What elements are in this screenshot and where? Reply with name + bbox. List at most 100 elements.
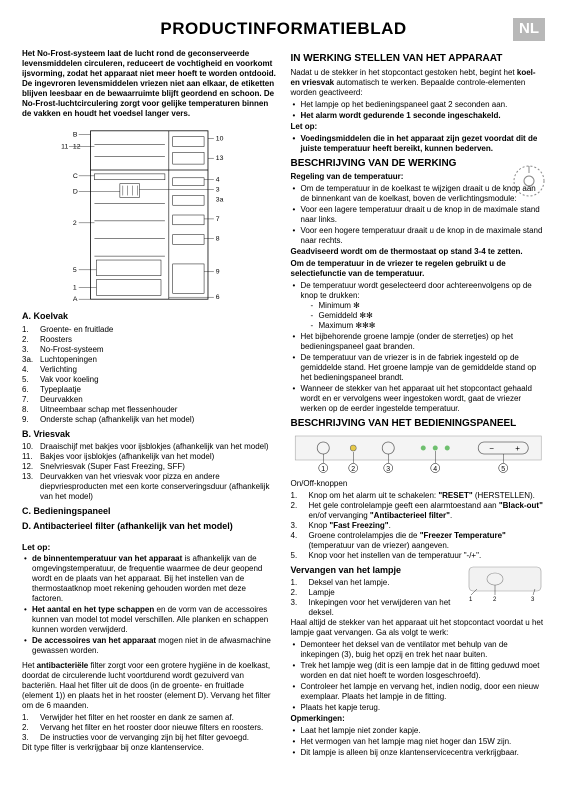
lamp-p1: Haal altijd de stekker van het apparaat …: [291, 618, 546, 638]
onoff-label: On/Off-knoppen: [291, 479, 546, 489]
list-item: 5.Vak voor koeling: [22, 375, 277, 385]
temp-levels: Minimum ✻Gemiddeld ✻✻Maximum ✻✻✻: [301, 301, 546, 331]
inwerking-bullets: Het lampje op het bedieningspaneel gaat …: [291, 100, 546, 121]
right-column: IN WERKING STELLEN VAN HET APPARAAT Nada…: [291, 49, 546, 759]
list-item: 11.Bakjes voor ijsblokjes (afhankelijk v…: [22, 452, 277, 462]
advice-line: Geadviseerd wordt om de thermostaat op s…: [291, 247, 546, 257]
svg-text:5: 5: [73, 267, 77, 274]
svg-text:3: 3: [216, 187, 220, 194]
list-item: 9.Onderste schap (afhankelijk van het mo…: [22, 415, 277, 425]
list-item: Dit lampje is alleen bij onze klantenser…: [291, 748, 546, 758]
regeling-bullets: Om de temperatuur in de koelkast te wijz…: [291, 184, 546, 246]
section-c-heading: C. Bedieningspaneel: [22, 506, 277, 517]
left-column: Het No-Frost-systeem laat de lucht rond …: [22, 49, 277, 759]
svg-text:3: 3: [531, 597, 535, 603]
svg-text:5: 5: [501, 466, 505, 473]
list-item: de binnentemperatuur van het apparaat is…: [22, 554, 277, 604]
list-item: Het lampje op het bedieningspaneel gaat …: [291, 100, 546, 110]
list-item: Voor een lagere temperatuur draait u de …: [291, 205, 546, 225]
content-columns: Het No-Frost-systeem laat de lucht rond …: [22, 49, 545, 759]
svg-text:12: 12: [73, 144, 81, 151]
inwerking-p1: Nadat u de stekker in het stopcontact ge…: [291, 68, 546, 98]
svg-text:11: 11: [61, 144, 68, 151]
list-item: 3a.Luchtopeningen: [22, 355, 277, 365]
svg-text:1: 1: [321, 466, 325, 473]
beschrijving-heading: BESCHRIJVING VAN DE WERKING: [291, 158, 546, 171]
list-item: 4.Groene controlelampjes die de "Freezer…: [291, 531, 546, 551]
lamp-diagram: 1 2 3: [465, 561, 545, 605]
svg-text:−: −: [489, 444, 494, 453]
svg-text:13: 13: [216, 155, 224, 162]
list-item: Voor een hogere temperatuur draait u de …: [291, 226, 546, 246]
list-item: 3.Inkepingen voor het verwijderen van he…: [291, 598, 460, 618]
section-d-heading: D. Antibacterieel filter (afhankelijk va…: [22, 521, 277, 532]
list-item: Het aantal en het type schappen en de vo…: [22, 605, 277, 635]
list-item: 1.Deksel van het lampje.: [291, 578, 460, 588]
list-item: 3.No-Frost-systeem: [22, 345, 277, 355]
section-b-list: 10.Draaischijf met bakjes voor ijsblokje…: [22, 442, 277, 502]
list-item: 8.Uitneembaar schap met flessenhouder: [22, 405, 277, 415]
page-title: PRODUCTINFORMATIEBLAD: [22, 18, 545, 39]
svg-text:8: 8: [216, 236, 220, 243]
list-item: Maximum ✻✻✻: [311, 321, 546, 331]
lamp-parts: 1.Deksel van het lampje.2.Lampje3.Inkepi…: [291, 578, 460, 618]
list-item: Om de temperatuur in de koelkast te wijz…: [291, 184, 546, 204]
svg-text:2: 2: [73, 220, 77, 227]
vries-tail: Het bijbehorende groene lampje (onder de…: [291, 332, 546, 414]
list-item: 4.Verlichting: [22, 365, 277, 375]
opm-heading: Opmerkingen:: [291, 714, 546, 724]
opm-list: Laat het lampje niet zonder kapje.Het ve…: [291, 726, 546, 758]
list-item: 3.De instructies voor de vervanging zijn…: [22, 733, 277, 743]
list-item: Controleer het lampje en vervang het, in…: [291, 682, 546, 702]
svg-text:C: C: [73, 173, 78, 180]
list-item: 6.Typeplaatje: [22, 385, 277, 395]
list-item: 10.Draaischijf met bakjes voor ijsblokje…: [22, 442, 277, 452]
vries-b1-wrap: De temperatuur wordt geselecteerd door a…: [291, 281, 546, 331]
list-item: Gemiddeld ✻✻: [311, 311, 546, 321]
section-a-heading: A. Koelvak: [22, 311, 277, 322]
list-item: Wanneer de stekker van het apparaat uit …: [291, 384, 546, 414]
svg-text:B: B: [73, 132, 78, 139]
lamp-steps: Demonteer het deksel van de ventilator m…: [291, 640, 546, 713]
svg-text:3a: 3a: [216, 197, 224, 204]
regeling-heading: Regeling van de temperatuur:: [291, 172, 546, 182]
control-panel-diagram: −+ 1 2 3 4 5: [291, 434, 546, 476]
svg-text:4: 4: [216, 177, 220, 184]
list-item: Het bijbehorende groene lampje (onder de…: [291, 332, 546, 352]
list-item: 1.Groente- en fruitlade: [22, 325, 277, 335]
svg-text:D: D: [73, 189, 78, 196]
list-item: 1.Knop om het alarm uit te schakelen: "R…: [291, 491, 546, 501]
svg-text:6: 6: [216, 294, 220, 301]
svg-text:4: 4: [433, 466, 437, 473]
panel-heading: BESCHRIJVING VAN HET BEDIENINGSPANEEL: [291, 418, 546, 431]
inwerking-letop-h: Let op:: [291, 122, 546, 132]
list-item: 1.Verwijder het filter en het rooster en…: [22, 713, 277, 723]
list-item: 3.Knop "Fast Freezing".: [291, 521, 546, 531]
inwerking-heading: IN WERKING STELLEN VAN HET APPARAAT: [291, 53, 546, 66]
inwerking-letop-item: Voedingsmiddelen die in het apparaat zij…: [291, 134, 546, 154]
letop-heading: Let op:: [22, 542, 277, 553]
antibac-paragraph: Het antibacteriële filter zorgt voor een…: [22, 661, 277, 711]
list-item: Laat het lampje niet zonder kapje.: [291, 726, 546, 736]
fridge-diagram: B 11 12 C D 2 5 1 A 10 13 4 3 3a 7 8: [22, 125, 277, 305]
svg-text:2: 2: [493, 597, 497, 603]
section-a-list: 1.Groente- en fruitlade2.Roosters3.No-Fr…: [22, 325, 277, 425]
svg-text:9: 9: [216, 269, 220, 276]
list-item: 13.Deurvakken van het vriesvak voor pizz…: [22, 472, 277, 502]
section-b-heading: B. Vriesvak: [22, 429, 277, 440]
list-item: 7.Deurvakken: [22, 395, 277, 405]
language-badge: NL: [513, 18, 545, 41]
svg-text:1: 1: [469, 597, 473, 603]
list-item: 2.Lampje: [291, 588, 460, 598]
svg-text:7: 7: [216, 216, 220, 223]
letop-list: de binnentemperatuur van het apparaat is…: [22, 554, 277, 656]
svg-text:+: +: [515, 444, 520, 453]
list-item: 5.Knop voor het instellen van de tempera…: [291, 551, 546, 561]
lamp-heading: Vervangen van het lampje: [291, 565, 460, 576]
antibac-steps: 1.Verwijder het filter en het rooster en…: [22, 713, 277, 743]
list-item: Het alarm wordt gedurende 1 seconde inge…: [291, 111, 546, 121]
list-item: Het vermogen van het lampje mag niet hog…: [291, 737, 546, 747]
vries-heading: Om de temperatuur in de vriezer te regel…: [291, 259, 546, 279]
svg-text:A: A: [73, 296, 78, 303]
list-item: Plaats het kapje terug.: [291, 703, 546, 713]
